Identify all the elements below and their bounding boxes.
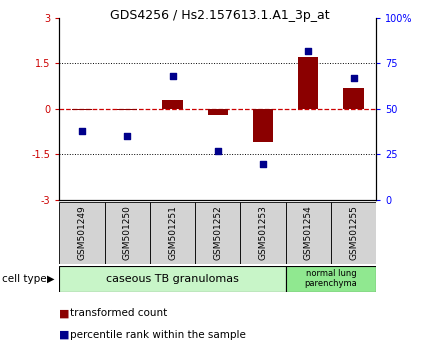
Bar <box>343 87 364 109</box>
Bar <box>150 202 195 264</box>
Text: GSM501250: GSM501250 <box>123 205 132 260</box>
Bar <box>286 202 331 264</box>
Point <box>214 148 221 154</box>
Text: GSM501252: GSM501252 <box>213 205 222 260</box>
Text: ■: ■ <box>59 330 70 339</box>
Bar <box>59 202 105 264</box>
Bar <box>117 109 137 110</box>
Bar <box>195 202 240 264</box>
Text: GSM501253: GSM501253 <box>259 205 268 260</box>
Point <box>305 48 312 53</box>
Bar <box>253 109 273 142</box>
Text: ▶: ▶ <box>47 274 55 284</box>
Bar <box>331 202 376 264</box>
Text: percentile rank within the sample: percentile rank within the sample <box>70 330 246 339</box>
Bar <box>162 100 183 109</box>
Text: normal lung
parenchyma: normal lung parenchyma <box>304 269 357 289</box>
Text: GSM501249: GSM501249 <box>77 205 87 260</box>
Bar <box>240 202 286 264</box>
Point <box>124 133 131 139</box>
Bar <box>208 109 228 115</box>
Bar <box>72 109 92 110</box>
Point <box>78 128 85 133</box>
Text: ■: ■ <box>59 308 70 318</box>
Bar <box>298 57 319 109</box>
Text: GSM501254: GSM501254 <box>304 205 313 260</box>
Point <box>350 75 357 81</box>
Text: cell type: cell type <box>2 274 47 284</box>
Text: GSM501255: GSM501255 <box>349 205 358 260</box>
Bar <box>105 202 150 264</box>
Text: transformed count: transformed count <box>70 308 168 318</box>
Point <box>169 73 176 79</box>
Bar <box>59 266 286 292</box>
Point <box>260 161 267 166</box>
Text: GDS4256 / Hs2.157613.1.A1_3p_at: GDS4256 / Hs2.157613.1.A1_3p_at <box>110 9 330 22</box>
Bar <box>286 266 376 292</box>
Text: GSM501251: GSM501251 <box>168 205 177 260</box>
Text: caseous TB granulomas: caseous TB granulomas <box>106 274 239 284</box>
